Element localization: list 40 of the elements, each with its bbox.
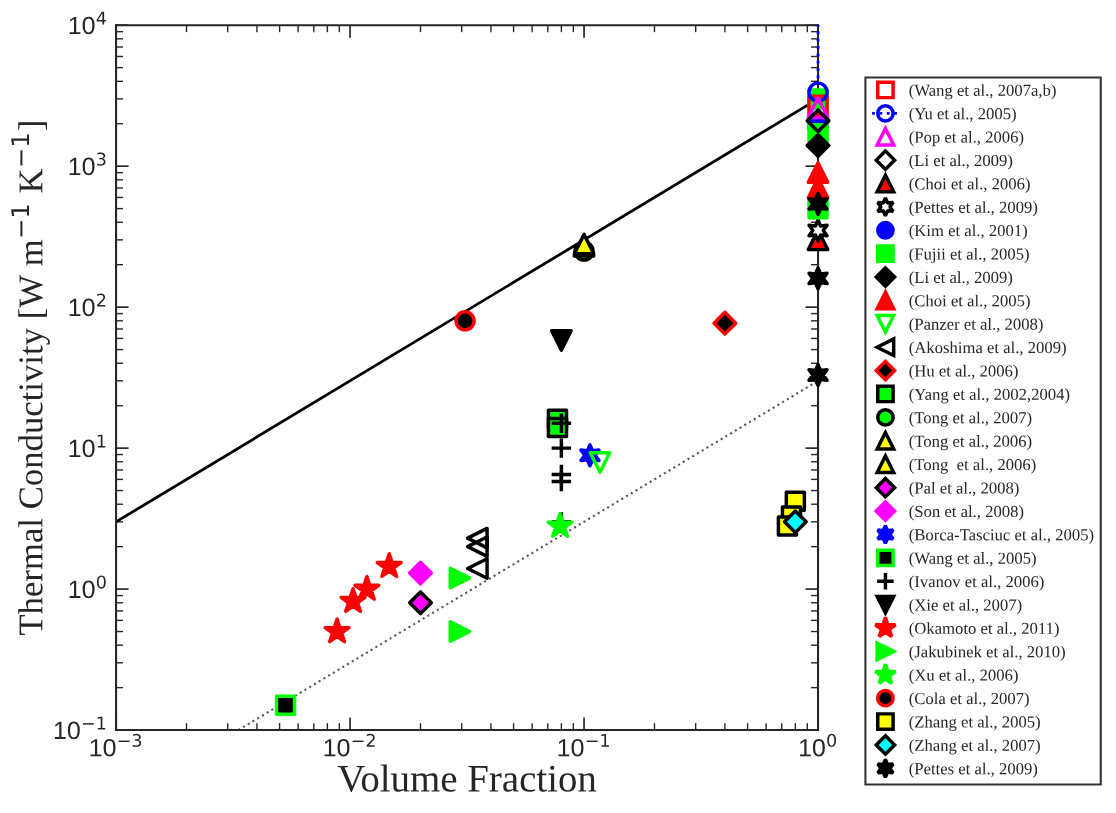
y-tick-label: 10$^{2}$ xyxy=(69,293,106,317)
x-axis-title: Volume Fraction xyxy=(337,764,597,793)
legend-label: (Akoshima et al., 2009) xyxy=(909,341,1066,357)
legend-label: (Wang et al., 2005) xyxy=(909,552,1036,568)
legend-label: (Li et al., 2009) xyxy=(909,271,1013,287)
x-tick-label: 10$^{0}$ xyxy=(799,733,837,757)
legend-label: (Borca-Tasciuc et al., 2005) xyxy=(909,528,1094,544)
legend-label: (Panzer et al., 2008) xyxy=(909,318,1043,334)
legend-label: (Yu et al., 2005) xyxy=(909,107,1016,123)
legend-label: (Pettes et al., 2009) xyxy=(909,201,1038,217)
legend-label: (Fujii et al., 2005) xyxy=(909,247,1029,264)
legend-label: (Yang et al., 2002,2004) xyxy=(909,388,1070,404)
legend-label: (Tong et al., 2006) xyxy=(909,435,1032,451)
legend-label: (Jakubinek et al., 2010) xyxy=(909,645,1065,661)
legend-label: (Choi et al., 2005) xyxy=(909,294,1030,310)
legend-label: (Pop et al., 2006) xyxy=(909,131,1024,147)
y-tick-label: 10$^{0}$ xyxy=(69,575,106,599)
legend-label: (Son et al., 2008) xyxy=(909,505,1024,521)
legend-label: (Pettes et al., 2009) xyxy=(909,762,1038,778)
legend-label: (Zhang et al., 2007) xyxy=(909,739,1040,755)
legend-label: (Xu et al., 2006) xyxy=(909,669,1018,685)
y-tick-label: 10$^{3}$ xyxy=(69,152,106,176)
y-tick-label: 10$^{4}$ xyxy=(69,11,106,35)
legend-label: (Wang et al., 2007a,b) xyxy=(909,84,1056,100)
legend-label: (Tong et al., 2006) xyxy=(909,458,1036,474)
legend-label: (Kim et al., 2001) xyxy=(909,224,1027,240)
y-tick-label: 10$^{1}$ xyxy=(69,434,106,458)
legend-label: (Pal et al., 2008) xyxy=(909,481,1019,498)
x-tick-label: 10$^{−2}$ xyxy=(324,733,375,757)
y-axis-title: Thermal Conductivity [W m$^{−1}$ K$^{−1}$] xyxy=(11,122,50,635)
legend-label: (Ivanov et al., 2006) xyxy=(909,575,1044,591)
legend-label: (Li et al., 2009) xyxy=(909,154,1013,170)
legend-label: (Hu et al., 2006) xyxy=(909,364,1018,380)
x-tick-label: 10$^{−1}$ xyxy=(558,734,609,757)
legend-label: (Okamoto et al., 2011) xyxy=(909,622,1059,638)
legend-label: (Choi et al., 2006) xyxy=(909,177,1030,193)
legend-label: (Xie et al., 2007) xyxy=(909,598,1022,615)
legend-label: (Tong et al., 2007) xyxy=(909,411,1032,427)
legend-label: (Cola et al., 2007) xyxy=(909,692,1029,708)
legend-label: (Zhang et al., 2005) xyxy=(909,715,1040,731)
